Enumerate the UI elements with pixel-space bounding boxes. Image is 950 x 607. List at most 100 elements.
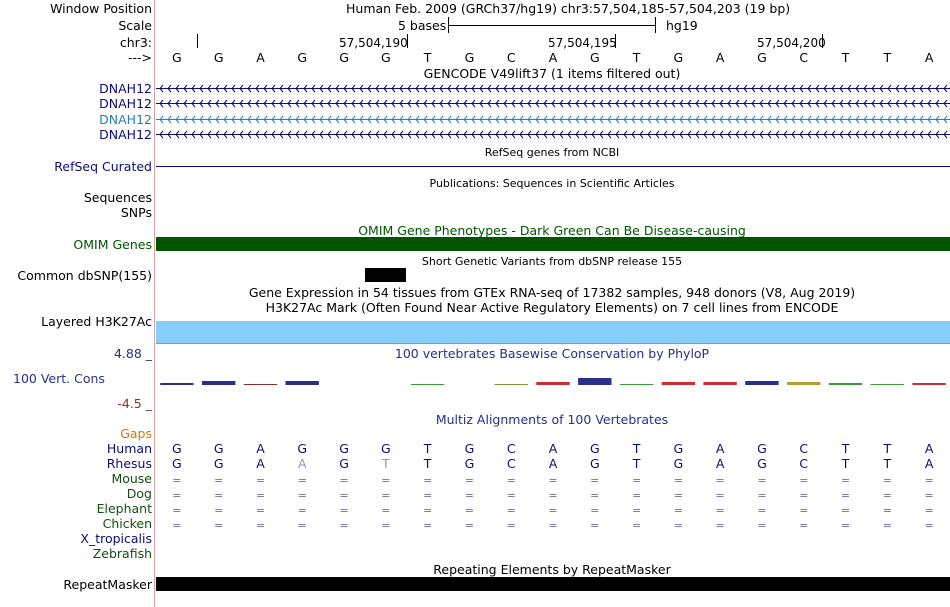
- strand-chevron: [535, 130, 540, 139]
- gene-label[interactable]: DNAH12: [99, 81, 152, 96]
- strand-chevron: [559, 84, 564, 93]
- rhesus-base: G: [213, 456, 224, 471]
- strand-chevron: [911, 115, 916, 124]
- strand-chevron: [263, 115, 268, 124]
- snp-variant-block[interactable]: [365, 268, 406, 282]
- species-label-dog[interactable]: Dog: [126, 486, 152, 501]
- species-label-elephant[interactable]: Elephant: [96, 501, 152, 516]
- strand-chevron: [911, 84, 916, 93]
- human-base: C: [799, 441, 809, 456]
- strand-chevron: [743, 130, 748, 139]
- match-symbol: =: [214, 474, 224, 487]
- species-label-chicken[interactable]: Chicken: [102, 516, 152, 531]
- refseq-label[interactable]: RefSeq Curated: [54, 159, 152, 174]
- match-symbol: =: [381, 489, 391, 502]
- rhesus-base: G: [339, 456, 349, 471]
- repeatmasker-label[interactable]: RepeatMasker: [63, 577, 152, 592]
- strand-chevron: [503, 130, 508, 139]
- species-label-mouse[interactable]: Mouse: [111, 471, 152, 486]
- strand-chevron: [807, 130, 812, 139]
- strand-chevron: [639, 115, 644, 124]
- strand-chevron: [279, 84, 284, 93]
- gencode-track-title: GENCODE V49lift37 (1 items filtered out): [423, 66, 681, 81]
- strand-chevron: [359, 115, 364, 124]
- match-symbol: =: [590, 519, 600, 532]
- species-label-rhesus[interactable]: Rhesus: [106, 456, 152, 471]
- strand-chevron: [279, 115, 284, 124]
- match-symbol: =: [924, 519, 934, 532]
- h3k27ac-label[interactable]: Layered H3K27Ac: [41, 314, 152, 329]
- strand-chevron: [551, 115, 556, 124]
- gaps-label[interactable]: Gaps: [120, 426, 152, 441]
- strand-chevron: [583, 130, 588, 139]
- strand-chevron: [479, 115, 484, 124]
- strand-chevron: [591, 99, 596, 108]
- strand-chevron: [335, 99, 340, 108]
- strand-chevron: [791, 130, 796, 139]
- species-label-zebrafish[interactable]: Zebrafish: [92, 546, 152, 561]
- refseq-track-title: RefSeq genes from NCBI: [484, 146, 620, 159]
- strand-chevron: [271, 130, 276, 139]
- human-base: G: [673, 441, 684, 456]
- strand-chevron: [351, 84, 356, 93]
- strand-chevron: [735, 115, 740, 124]
- strand-chevron: [303, 115, 308, 124]
- strand-chevron: [631, 115, 636, 124]
- gene-track-dnah12[interactable]: [156, 112, 950, 127]
- refseq-track-line[interactable]: [156, 166, 950, 167]
- repeat-element-bar[interactable]: [156, 577, 950, 591]
- strand-chevron: [431, 130, 436, 139]
- strand-chevron: [455, 84, 460, 93]
- coord-tick-label: 57,504,195: [548, 36, 617, 50]
- strand-chevron: [415, 130, 420, 139]
- strand-chevron: [775, 130, 780, 139]
- strand-chevron: [495, 115, 500, 124]
- gene-track-dnah12[interactable]: [156, 81, 950, 96]
- gene-label[interactable]: DNAH12: [99, 112, 152, 127]
- rhesus-base: G: [757, 456, 767, 471]
- strand-chevron: [823, 130, 828, 139]
- match-symbol: =: [882, 519, 892, 532]
- strand-chevron: [191, 115, 196, 124]
- conservation-logo[interactable]: [156, 372, 950, 400]
- strand-chevron: [471, 115, 476, 124]
- conservation-mark: [494, 384, 528, 385]
- strand-chevron: [247, 130, 252, 139]
- match-symbol: =: [882, 504, 892, 517]
- strand-chevron: [479, 84, 484, 93]
- species-label-human[interactable]: Human: [106, 441, 152, 456]
- strand-chevron: [791, 99, 796, 108]
- match-symbol: =: [423, 489, 433, 502]
- species-label-x-tropicalis[interactable]: X_tropicalis: [80, 531, 152, 546]
- gene-label[interactable]: DNAH12: [99, 96, 152, 111]
- strand-chevron: [759, 84, 764, 93]
- omim-label[interactable]: OMIM Genes: [73, 237, 152, 252]
- strand-chevron: [855, 130, 860, 139]
- conservation-label[interactable]: 100 Vert. Cons: [13, 371, 105, 386]
- h3k27ac-signal[interactable]: [156, 321, 950, 344]
- strand-chevron: [431, 99, 436, 108]
- strand-chevron: [407, 84, 412, 93]
- strand-chevron: [695, 99, 700, 108]
- strand-chevron: [359, 130, 364, 139]
- strand-chevron: [183, 115, 188, 124]
- strand-chevron: [319, 99, 324, 108]
- snps-label[interactable]: SNPs: [120, 205, 152, 220]
- strand-chevron: [783, 115, 788, 124]
- conservation-mark: [619, 384, 654, 385]
- strand-chevron: [167, 99, 172, 108]
- strand-chevron: [471, 84, 476, 93]
- strand-chevron: [687, 99, 692, 108]
- gene-track-dnah12[interactable]: [156, 96, 950, 111]
- strand-chevron: [943, 130, 948, 139]
- omim-gene-bar[interactable]: [156, 237, 950, 251]
- strand-chevron: [279, 130, 284, 139]
- gene-track-dnah12[interactable]: [156, 127, 950, 142]
- dbsnp-label[interactable]: Common dbSNP(155): [17, 268, 152, 283]
- strand-chevron: [519, 99, 524, 108]
- sequences-label[interactable]: Sequences: [83, 190, 152, 205]
- strand-chevron: [239, 84, 244, 93]
- gene-label[interactable]: DNAH12: [99, 127, 152, 142]
- strand-chevron: [679, 130, 684, 139]
- strand-chevron: [367, 99, 372, 108]
